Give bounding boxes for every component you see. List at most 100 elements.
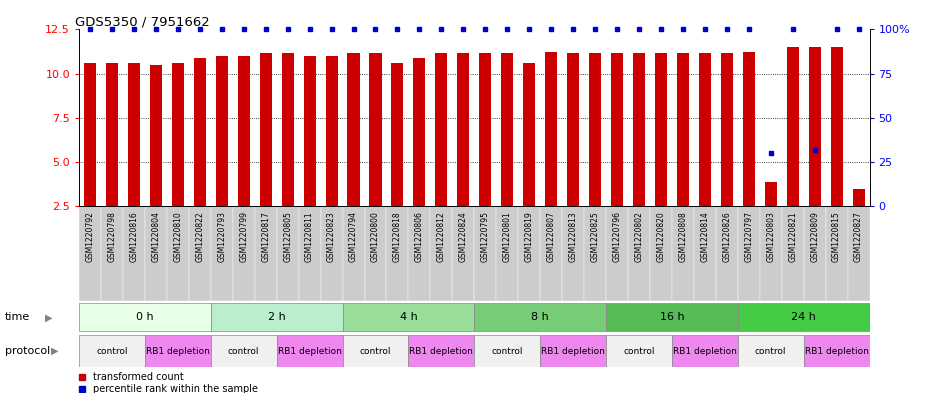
Bar: [628, 206, 650, 301]
Text: GSM1220819: GSM1220819: [525, 211, 534, 262]
Text: GSM1220805: GSM1220805: [283, 211, 292, 262]
Bar: [321, 206, 342, 301]
Bar: [698, 53, 711, 206]
Bar: [145, 206, 166, 301]
Text: RB1 depletion: RB1 depletion: [673, 347, 737, 356]
Bar: [408, 336, 474, 367]
Bar: [606, 303, 737, 332]
Text: ▶: ▶: [51, 346, 59, 356]
Bar: [79, 336, 145, 367]
Text: GSM1220824: GSM1220824: [458, 211, 468, 262]
Bar: [497, 206, 518, 301]
Text: GSM1220799: GSM1220799: [239, 211, 248, 262]
Bar: [101, 206, 123, 301]
Text: transformed count: transformed count: [93, 372, 184, 382]
Bar: [540, 206, 562, 301]
Text: GSM1220825: GSM1220825: [591, 211, 600, 262]
Text: RB1 depletion: RB1 depletion: [409, 347, 473, 356]
Text: GSM1220793: GSM1220793: [218, 211, 226, 262]
Text: ▶: ▶: [45, 312, 52, 322]
Bar: [716, 206, 737, 301]
Text: 8 h: 8 h: [531, 312, 549, 322]
Text: GSM1220816: GSM1220816: [129, 211, 139, 262]
Text: GSM1220809: GSM1220809: [810, 211, 819, 262]
Text: GSM1220804: GSM1220804: [152, 211, 160, 262]
Bar: [826, 206, 847, 301]
Bar: [79, 303, 211, 332]
Text: GSM1220792: GSM1220792: [86, 211, 95, 262]
Bar: [474, 336, 540, 367]
Text: GSM1220801: GSM1220801: [503, 211, 512, 262]
Text: 4 h: 4 h: [400, 312, 418, 322]
Bar: [123, 206, 145, 301]
Text: RB1 depletion: RB1 depletion: [278, 347, 341, 356]
Bar: [211, 336, 277, 367]
Bar: [737, 336, 804, 367]
Bar: [677, 53, 689, 206]
Text: GSM1220817: GSM1220817: [261, 211, 271, 262]
Bar: [193, 58, 206, 206]
Bar: [348, 53, 360, 206]
Bar: [518, 206, 540, 301]
Bar: [764, 182, 777, 206]
Text: 16 h: 16 h: [659, 312, 684, 322]
Text: control: control: [623, 347, 655, 356]
Bar: [611, 53, 623, 206]
Bar: [474, 303, 606, 332]
Bar: [342, 303, 474, 332]
Bar: [474, 206, 497, 301]
Text: GSM1220798: GSM1220798: [108, 211, 116, 262]
Bar: [166, 206, 189, 301]
Text: GSM1220813: GSM1220813: [568, 211, 578, 262]
Text: time: time: [5, 312, 30, 322]
Bar: [606, 206, 628, 301]
Bar: [211, 303, 342, 332]
Bar: [804, 336, 870, 367]
Bar: [211, 206, 232, 301]
Bar: [479, 53, 491, 206]
Bar: [606, 336, 671, 367]
Bar: [172, 63, 184, 206]
Bar: [847, 206, 870, 301]
Bar: [392, 63, 404, 206]
Bar: [238, 56, 250, 206]
Bar: [189, 206, 211, 301]
Bar: [737, 303, 870, 332]
Text: 0 h: 0 h: [136, 312, 153, 322]
Bar: [808, 47, 820, 206]
Bar: [408, 206, 431, 301]
Text: control: control: [755, 347, 787, 356]
Text: control: control: [96, 347, 127, 356]
Bar: [567, 53, 579, 206]
Bar: [255, 206, 277, 301]
Bar: [216, 56, 228, 206]
Text: GSM1220810: GSM1220810: [173, 211, 182, 262]
Bar: [743, 52, 755, 206]
Text: GSM1220808: GSM1220808: [678, 211, 687, 262]
Bar: [259, 53, 272, 206]
Bar: [671, 336, 737, 367]
Bar: [150, 65, 162, 206]
Bar: [145, 336, 211, 367]
Bar: [387, 206, 408, 301]
Bar: [737, 206, 760, 301]
Text: GDS5350 / 7951662: GDS5350 / 7951662: [75, 15, 210, 28]
Bar: [277, 336, 342, 367]
Text: GSM1220827: GSM1220827: [854, 211, 863, 262]
Text: GSM1220811: GSM1220811: [305, 211, 314, 262]
Bar: [633, 53, 645, 206]
Text: GSM1220796: GSM1220796: [613, 211, 621, 262]
Text: GSM1220794: GSM1220794: [349, 211, 358, 262]
Bar: [804, 206, 826, 301]
Text: 24 h: 24 h: [791, 312, 817, 322]
Bar: [342, 206, 365, 301]
Text: protocol: protocol: [5, 346, 50, 356]
Text: GSM1220797: GSM1220797: [744, 211, 753, 262]
Bar: [413, 58, 425, 206]
Bar: [277, 206, 299, 301]
Text: GSM1220818: GSM1220818: [393, 211, 402, 262]
Bar: [303, 56, 315, 206]
Bar: [84, 63, 96, 206]
Bar: [365, 206, 387, 301]
Text: GSM1220803: GSM1220803: [766, 211, 776, 262]
